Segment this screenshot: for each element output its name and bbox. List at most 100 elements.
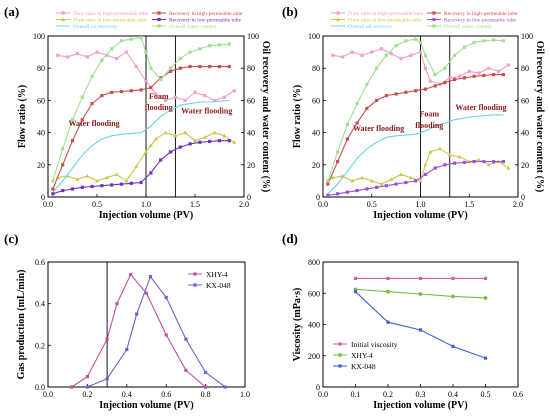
data-point [443, 81, 447, 85]
data-point [125, 347, 129, 352]
data-point [386, 289, 390, 294]
data-point [188, 50, 192, 54]
data-point [326, 179, 330, 183]
data-point [115, 302, 119, 306]
data-point [506, 165, 511, 170]
data-point [340, 55, 345, 59]
data-point [124, 50, 128, 54]
data-point [164, 98, 168, 102]
data-point [100, 58, 104, 62]
y-axis-title: Viscosity (mPa·s) [292, 288, 303, 362]
y2-tick-label: 20 [247, 161, 255, 170]
data-point [56, 53, 60, 57]
legend-entry-label: Flow ratio in low-permeable tube [348, 18, 422, 24]
data-point [386, 276, 390, 281]
panel-label-b: (b) [282, 4, 298, 19]
data-point [149, 85, 153, 90]
y-tick-label: 0 [316, 383, 320, 392]
data-point [379, 181, 384, 186]
legend-entry-label: Overall oil recovery [348, 24, 393, 30]
y2-tick-label: 40 [247, 129, 255, 138]
data-point [451, 344, 455, 348]
y2-tick-label: 0 [521, 193, 525, 202]
y-tick-label: 0.6 [35, 258, 45, 267]
data-point [202, 135, 207, 140]
data-point [144, 79, 148, 83]
data-point [85, 385, 89, 389]
flooding-annotation: Water flooding [181, 106, 232, 115]
x-tick-label: 0.5 [92, 200, 102, 209]
x-tick-label: 0.0 [43, 200, 53, 209]
data-point [496, 69, 501, 74]
x-tick-label: 1.5 [190, 200, 200, 209]
data-point [336, 159, 340, 164]
series-line [52, 99, 230, 193]
data-point [418, 276, 423, 281]
data-point [75, 177, 80, 181]
data-point [423, 87, 427, 91]
data-point [232, 89, 236, 93]
data-point [80, 118, 84, 122]
data-point [65, 173, 70, 178]
data-point [114, 172, 119, 177]
data-point [168, 69, 173, 74]
data-point [418, 328, 423, 332]
data-point [148, 274, 153, 279]
x-tick-label: 0.0 [43, 390, 53, 399]
data-point [222, 133, 227, 138]
series-line [87, 275, 226, 388]
data-point [70, 385, 74, 389]
data-point [501, 39, 505, 43]
data-point [193, 90, 197, 94]
data-point [457, 74, 462, 78]
y-tick-label: 800 [308, 258, 320, 267]
chart-c: 0.0 0.2 0.4 0.6 0.8 1.00.00.20.40.6Injection … [16, 258, 250, 411]
data-point [330, 175, 335, 180]
data-point [105, 377, 109, 381]
data-point [129, 89, 133, 93]
legend-swatch-marker [336, 17, 340, 22]
data-point [173, 133, 178, 138]
data-point [135, 312, 139, 316]
series-line [327, 114, 504, 195]
data-point [404, 39, 408, 43]
data-point [345, 122, 349, 127]
data-point [423, 66, 427, 70]
legend-swatch-marker [338, 364, 342, 368]
data-point [482, 73, 486, 78]
y2-tick-label: 20 [521, 161, 529, 170]
y2-axis-title: Oil recovery and water content (%) [534, 41, 545, 193]
y-tick-label: 100 [33, 32, 45, 41]
data-point [433, 73, 437, 77]
y2-tick-label: 100 [521, 32, 533, 41]
data-point [217, 64, 222, 69]
x-tick-label: 0.4 [122, 390, 132, 399]
data-point [217, 139, 222, 143]
legend-swatch-marker [157, 24, 161, 28]
data-point [134, 64, 138, 69]
data-point [164, 333, 168, 337]
data-point [447, 152, 452, 157]
y2-tick-label: 80 [521, 64, 529, 73]
x-tick-label: 0.6 [161, 390, 171, 399]
data-point [163, 130, 168, 135]
data-point [100, 93, 104, 98]
data-point [61, 147, 65, 151]
legend-entry-label: Flow ratio in low-permeable tube [73, 18, 147, 24]
data-point [104, 175, 109, 180]
x-tick-label: 1.0 [141, 200, 151, 209]
data-point [472, 74, 476, 78]
data-point [227, 42, 231, 46]
data-point [355, 188, 359, 193]
data-point [428, 149, 433, 154]
legend-entry-label: Recovery in high-permeable tube [169, 11, 243, 17]
series-line [57, 51, 235, 102]
data-point [149, 171, 153, 175]
legend-swatch-marker [432, 24, 436, 28]
legend-entry-label: Overall oil recovery [73, 24, 118, 30]
data-point [375, 185, 379, 189]
data-point [384, 53, 388, 57]
data-point [353, 290, 358, 294]
data-point [483, 296, 488, 300]
data-point [428, 79, 432, 83]
